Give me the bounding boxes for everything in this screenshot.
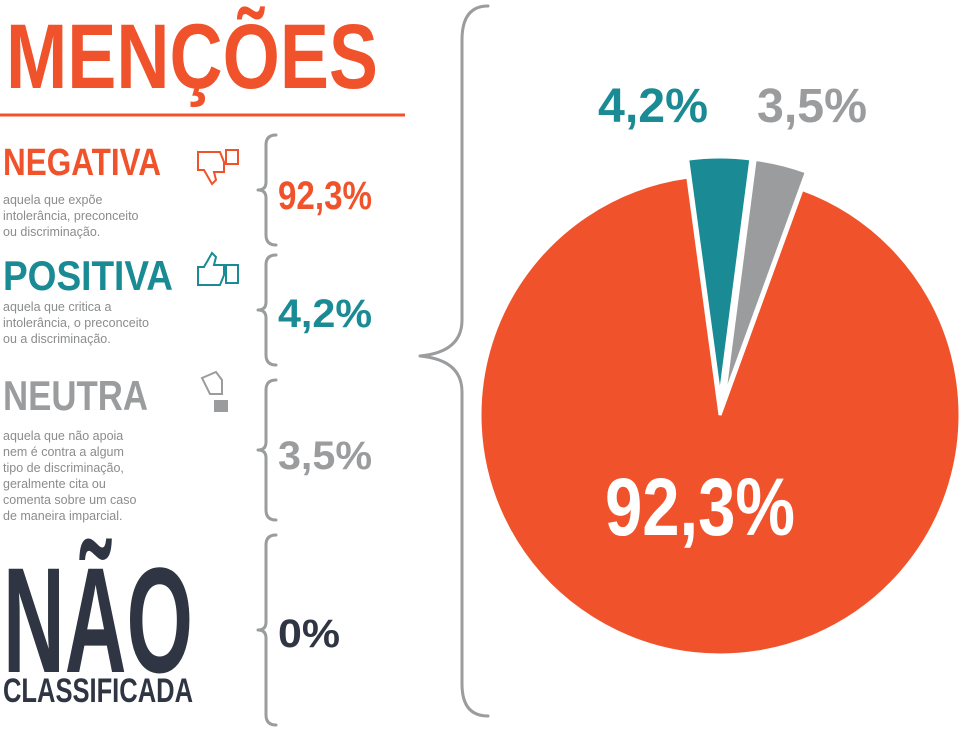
small-brace [256, 378, 278, 522]
category-description: ou a discriminação. [3, 332, 111, 346]
category-description: aquela que critica a [3, 300, 111, 314]
slice-label: 4,2% [598, 80, 708, 133]
pie-slice [718, 188, 804, 416]
category-description: aquela que expõe [3, 193, 102, 207]
category-description: intolerância, o preconceito [3, 316, 149, 330]
category-description: ou discriminação. [3, 225, 100, 239]
category-description: nem é contra a algum [3, 445, 124, 459]
category-value: 4,2% [278, 292, 372, 336]
category-value: 0% [278, 612, 340, 656]
category-description: intolerância, preconceito [3, 209, 139, 223]
category-name: NÃO [3, 536, 193, 704]
category-name: POSITIVA [3, 252, 173, 299]
big-brace [418, 4, 490, 718]
small-brace [256, 253, 278, 367]
category-description: aquela que não apoia [3, 429, 123, 443]
slice-label: 3,5% [757, 80, 867, 133]
chart-title: MENÇÕES [6, 5, 378, 108]
category-description: comenta sobre um caso [3, 493, 136, 507]
pie-slice [478, 175, 962, 657]
category-value: 92,3% [278, 174, 372, 218]
category-name: NEUTRA [3, 372, 148, 419]
category-description: tipo de discriminação, [3, 461, 124, 475]
thumb-down-icon [197, 149, 239, 186]
thumb-neutral-icon [200, 370, 223, 395]
small-brace [256, 133, 278, 247]
slice-label: 92,3% [605, 462, 795, 553]
category-description: de maneira imparcial. [3, 509, 123, 523]
category-value: 3,5% [278, 434, 372, 478]
small-brace [256, 533, 278, 727]
category-name: NEGATIVA [3, 142, 161, 184]
category-subtitle: CLASSIFICADA [3, 672, 193, 710]
pie-slice [686, 155, 753, 398]
thumb-up-icon [197, 251, 239, 286]
pie-slice [722, 157, 809, 399]
thumb-neutral-cuff [214, 400, 228, 412]
icons [197, 149, 239, 412]
category-description: geralmente cita ou [3, 477, 106, 491]
